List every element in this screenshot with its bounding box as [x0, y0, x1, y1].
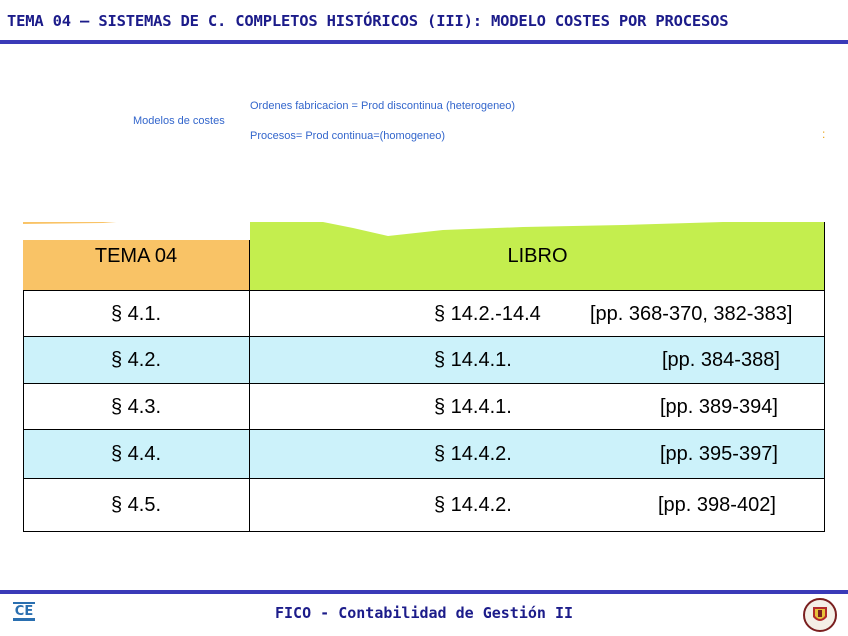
university-crest-icon [803, 598, 837, 632]
tema-value: § 4.5. [110, 493, 162, 516]
tema-value: § 4.4. [110, 443, 162, 465]
reference-table: TEMA 04 LIBRO § 4.1. § 14.2.-14.4 [pp. 3… [23, 222, 825, 532]
cost-model-orders: Ordenes fabricacion = Prod discontinua (… [250, 100, 516, 112]
libro-cell: § 14.2.-14.4 [pp. 368-370, 382-383] [250, 291, 825, 337]
cost-model-processes: Procesos= Prod continua=(homogeneo) [250, 130, 446, 142]
tema-value: § 4.3. [110, 395, 162, 418]
book-section: § 14.4.2. [434, 443, 512, 465]
tema-cell: § 4.4. [23, 430, 250, 479]
book-pages: [pp. 368-370, 382-383] [590, 302, 793, 325]
footer-course-title: FICO - Contabilidad de Gestión II [274, 604, 573, 622]
table-row: § 4.4. § 14.4.2. [pp. 395-397] [23, 429, 825, 479]
department-logo-icon: CE [11, 600, 37, 624]
book-pages: [pp. 384-388] [662, 349, 780, 371]
table-left-border [23, 290, 24, 531]
tema-value: § 4.2. [110, 349, 162, 371]
tema-cell: § 4.2. [23, 337, 250, 384]
book-section: § 14.4.1. [434, 349, 512, 371]
table-right-border [824, 222, 825, 531]
table-row: § 4.2. § 14.4.1. [pp. 384-388] [23, 336, 825, 384]
header-divider [0, 40, 848, 44]
table-row: § 4.1. § 14.2.-14.4 [pp. 368-370, 382-38… [23, 290, 825, 337]
book-section: § 14.2.-14.4 [434, 302, 541, 325]
table-row: § 4.5. § 14.4.2. [pp. 398-402] [23, 478, 825, 532]
stray-mark: : [822, 127, 826, 141]
header-libro-cell: LIBRO [250, 222, 825, 290]
cost-models-label: Modelos de costes [133, 115, 225, 127]
slide-title: TEMA 04 – SISTEMAS DE C. COMPLETOS HISTÓ… [7, 12, 729, 30]
libro-cell: § 14.4.2. [pp. 395-397] [250, 430, 825, 479]
book-section: § 14.4.2. [434, 493, 512, 516]
header-libro-label: LIBRO [507, 244, 568, 267]
libro-cell: § 14.4.1. [pp. 389-394] [250, 384, 825, 430]
libro-cell: § 14.4.1. [pp. 384-388] [250, 337, 825, 384]
torn-paper-edge [23, 210, 825, 240]
slide-header: TEMA 04 – SISTEMAS DE C. COMPLETOS HISTÓ… [0, 0, 848, 44]
book-pages: [pp. 395-397] [660, 443, 778, 465]
tema-cell: § 4.5. [23, 479, 250, 531]
libro-cell: § 14.4.2. [pp. 398-402] [250, 479, 825, 531]
header-tema-label: TEMA 04 [94, 244, 178, 267]
book-section: § 14.4.1. [434, 395, 512, 418]
table-row: § 4.3. § 14.4.1. [pp. 389-394] [23, 383, 825, 430]
book-pages: [pp. 398-402] [658, 493, 776, 516]
tema-cell: § 4.3. [23, 384, 250, 430]
tema-value: § 4.1. [110, 302, 162, 325]
book-pages: [pp. 389-394] [660, 395, 778, 418]
svg-text:CE: CE [15, 604, 33, 619]
footer-divider [0, 590, 848, 594]
tema-cell: § 4.1. [23, 291, 250, 337]
